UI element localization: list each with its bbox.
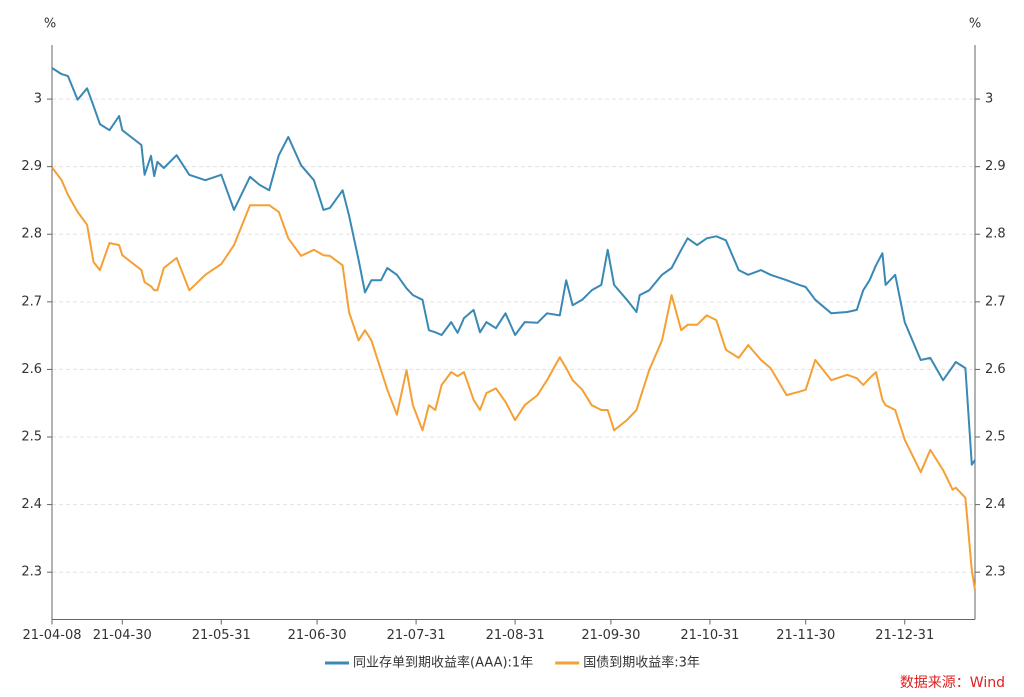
y2-unit: % [969, 17, 981, 32]
series-line [51, 166, 976, 590]
y-tick-label: 2.6 [21, 362, 42, 377]
x-tick-label: 21-06-30 [288, 628, 347, 643]
x-tick-label: 21-11-30 [776, 628, 835, 643]
y2-tick-label: 2.7 [985, 294, 1006, 309]
y2-tick-label: 2.9 [985, 159, 1006, 174]
y2-tick-label: 2.6 [985, 362, 1006, 377]
y-tick-label: 2.3 [21, 565, 42, 580]
legend-label: 国债到期收益率:3年 [583, 655, 700, 671]
x-tick-label: 21-04-30 [93, 628, 152, 643]
y2-tick-label: 2.5 [985, 430, 1006, 445]
y-tick-label: 2.8 [21, 227, 42, 242]
x-tick-label: 21-09-30 [581, 628, 640, 643]
series-line [51, 67, 976, 466]
y-tick-label: 2.7 [21, 294, 42, 309]
y-tick-label: 2.5 [21, 430, 42, 445]
legend: 同业存单到期收益率(AAA):1年 国债到期收益率:3年 [325, 655, 700, 671]
y2-tick-label: 3 [985, 92, 993, 107]
source-note: 数据来源：Wind [900, 675, 1005, 691]
y2-tick-label: 2.8 [985, 227, 1006, 242]
y-tick-label: 2.4 [21, 497, 42, 512]
x-tick-label: 21-08-31 [486, 628, 545, 643]
x-tick-label: 21-05-31 [192, 628, 251, 643]
y2-tick-label: 2.4 [985, 497, 1006, 512]
y-tick-label: 3 [34, 92, 42, 107]
x-tick-label: 21-12-31 [875, 628, 934, 643]
x-tick-label: 21-04-08 [22, 628, 81, 643]
x-tick-label: 21-07-31 [387, 628, 446, 643]
legend-label: 同业存单到期收益率(AAA):1年 [353, 655, 533, 671]
y-tick-label: 2.9 [21, 159, 42, 174]
y-unit: % [44, 17, 56, 32]
x-tick-label: 21-10-31 [680, 628, 739, 643]
y2-tick-label: 2.3 [985, 565, 1006, 580]
